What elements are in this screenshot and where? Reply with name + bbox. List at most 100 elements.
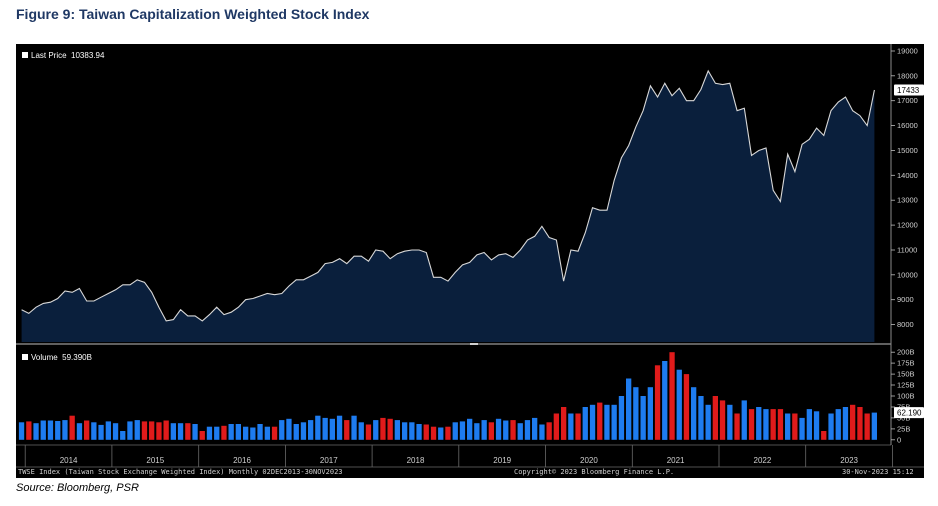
volume-bar [828,413,834,440]
volume-y-tick-label: 150B [897,370,915,379]
volume-bar [214,426,220,440]
price-legend-label: Last Price [31,51,67,60]
volume-bar [69,415,75,440]
price-legend: Last Price 10383.94 [22,51,104,60]
volume-bar [785,413,791,440]
volume-bar [438,427,444,440]
x-tick-label: 2023 [840,456,858,465]
volume-bar [575,413,581,440]
volume-bar [850,404,856,440]
volume-bar [170,423,176,440]
volume-bar [380,417,386,440]
volume-bar [582,407,588,440]
volume-legend-value: 59.390B [62,353,92,362]
price-y-tick-label: 17000 [897,96,918,105]
price-y-tick-label: 15000 [897,146,918,155]
price-y-tick-label: 14000 [897,171,918,180]
x-tick-label: 2020 [580,456,598,465]
volume-bar [734,413,740,440]
price-y-tick-label: 19000 [897,47,918,56]
volume-bar [524,420,531,440]
volume-y-tick-label: 0 [897,435,901,444]
price-legend-swatch [22,52,28,58]
volume-bar [510,420,516,440]
x-tick-label: 2014 [60,456,78,465]
volume-bar [315,415,321,440]
price-y-tick-label: 13000 [897,196,918,205]
volume-bar [394,420,400,440]
volume-bar [618,396,625,440]
price-panel [21,69,875,343]
volume-bar [633,387,639,440]
volume-bar [597,402,603,440]
footer-right: 30-Nov-2023 15:12 [842,468,914,476]
volume-bar [409,422,415,440]
volume-bar [62,420,68,440]
volume-bar [308,420,314,440]
volume-bar [532,417,538,440]
volume-bar [365,424,372,440]
volume-bar [156,422,162,440]
volume-bar [149,421,155,440]
volume-bar [199,431,205,440]
volume-bar [84,420,90,440]
volume-last-tag-text: 62.190 [897,409,922,418]
price-area-fill [21,70,875,343]
volume-bar [243,426,249,440]
volume-bar [358,422,364,440]
volume-y-tick-label: 75B [897,403,910,412]
volume-bar [842,407,849,440]
volume-bar [120,431,126,440]
volume-bar [640,396,646,440]
volume-bar [568,413,574,440]
volume-bar [112,423,119,440]
volume-panel [18,352,877,440]
volume-bar [813,411,820,440]
volume-bar [445,426,451,440]
volume-bar [871,412,877,440]
volume-bar [185,423,191,440]
volume-bar [279,420,285,440]
volume-bar [662,361,668,440]
x-tick-label: 2016 [233,456,251,465]
volume-bar [698,396,704,440]
price-y-tick-label: 10000 [897,270,918,279]
volume-bar [423,424,429,440]
x-tick-label: 2019 [493,456,511,465]
volume-y-tick-label: 200B [897,348,915,357]
volume-bar [467,418,473,440]
volume-bar [228,424,234,440]
volume-bar [553,413,559,440]
volume-bar [250,427,256,440]
price-y-tick-label: 18000 [897,71,918,80]
volume-bar [705,404,711,440]
volume-bar [452,422,458,440]
volume-bar [821,431,827,440]
footer-left: TWSE Index (Taiwan Stock Exchange Weight… [18,468,343,476]
volume-bar [770,409,776,440]
x-tick-label: 2022 [754,456,772,465]
volume-bar [329,418,335,440]
volume-y-tick-label: 125B [897,381,915,390]
volume-bar [387,418,393,440]
volume-bar [604,404,610,440]
volume-bar [676,369,682,440]
volume-bar [322,417,328,440]
volume-last-tag-box [894,407,924,419]
volume-bar [47,420,54,440]
price-last-tag-text: 17433 [897,86,920,95]
volume-y-tick-label: 175B [897,359,915,368]
price-y-tick-label: 11000 [897,246,917,255]
volume-bar [495,418,502,440]
volume-bar [344,420,350,440]
volume-bar [488,422,494,440]
volume-bar [712,396,718,440]
volume-bar [589,404,596,440]
volume-bar [799,417,805,440]
volume-bar [792,413,798,440]
volume-bar [763,409,769,440]
volume-legend-swatch [22,354,28,360]
volume-bar [756,407,762,440]
volume-bar [691,387,697,440]
volume-bar [18,422,25,440]
